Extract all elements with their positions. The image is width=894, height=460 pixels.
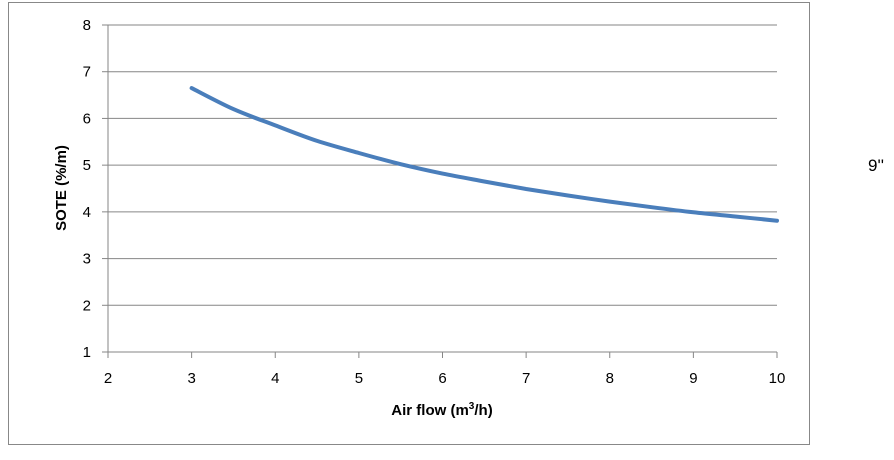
- y-axis-title: SOTE (%/m): [53, 145, 70, 231]
- y-tick-label-8: 8: [83, 17, 91, 34]
- x-tick-label-2: 2: [104, 370, 112, 387]
- x-tick-label-8: 8: [606, 370, 614, 387]
- y-tick-label-3: 3: [83, 251, 91, 268]
- x-ticks: 2 3 4 5 6 7 8 9 10: [104, 352, 786, 387]
- x-axis-title-superscript: 3: [469, 401, 475, 412]
- gridlines: [108, 24, 777, 306]
- y-tick-label-6: 6: [83, 110, 91, 127]
- axes: [107, 25, 777, 353]
- side-label: 9'': [868, 156, 884, 175]
- y-tick-label-5: 5: [83, 157, 91, 174]
- y-ticks: 1 2 3 4 5 6 7 8: [83, 17, 108, 361]
- x-tick-label-7: 7: [522, 370, 530, 387]
- x-tick-label-6: 6: [438, 370, 446, 387]
- chart-frame: [8, 2, 810, 445]
- y-tick-label-4: 4: [83, 204, 91, 221]
- y-tick-label-7: 7: [83, 64, 91, 81]
- x-tick-label-3: 3: [187, 370, 195, 387]
- x-tick-label-4: 4: [271, 370, 279, 387]
- x-axis-title-tail: /h): [474, 402, 492, 419]
- x-axis-title: Air flow (m3/h): [391, 401, 492, 419]
- series-line-0: [189, 86, 779, 223]
- series-layer: [189, 86, 779, 223]
- x-tick-label-5: 5: [355, 370, 363, 387]
- x-tick-label-10: 10: [769, 370, 786, 387]
- x-tick-label-9: 9: [689, 370, 697, 387]
- y-tick-label-1: 1: [83, 344, 91, 361]
- y-tick-label-2: 2: [83, 297, 91, 314]
